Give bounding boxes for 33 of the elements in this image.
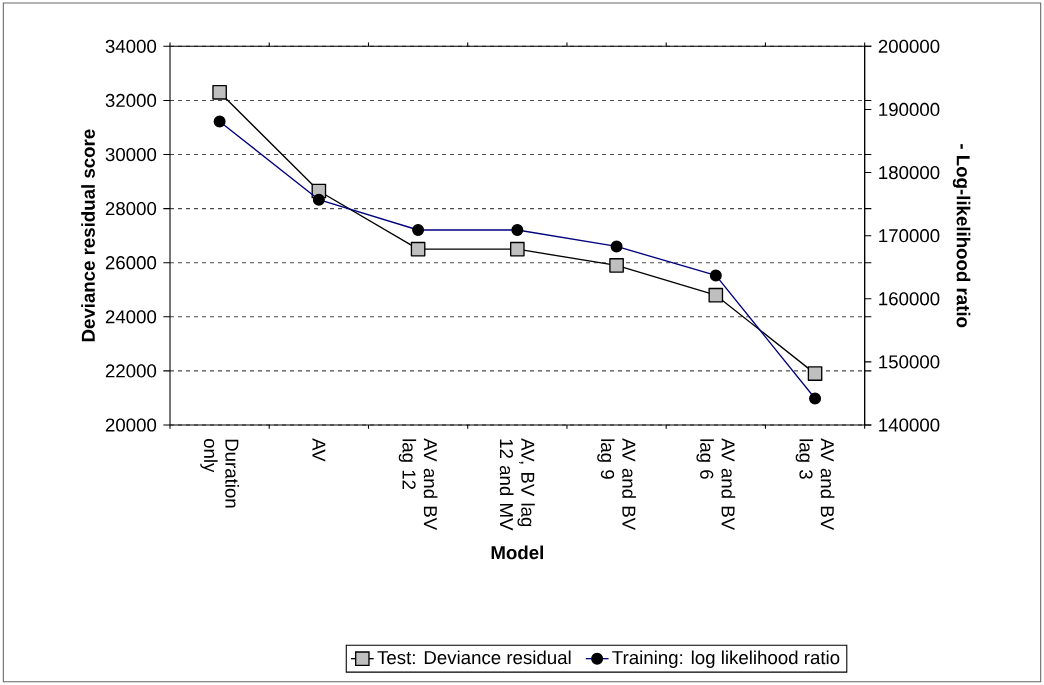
- x-tick-label: AV: [312, 438, 326, 462]
- y-axis-title: Deviance residual score: [81, 129, 95, 342]
- x-tick-label: AV and BV lag 3: [795, 438, 835, 531]
- y-tick-label: 20000: [105, 418, 157, 432]
- point: [510, 241, 525, 257]
- y2-tick-label: 200000: [878, 39, 940, 53]
- x-tick-label: Duration only: [200, 438, 239, 508]
- y2-tick-label: 180000: [879, 165, 940, 180]
- y2-tick-label: 190000: [879, 102, 940, 117]
- point: [807, 366, 823, 381]
- y-tick-label: 26000: [105, 256, 157, 270]
- y2-tick-label: 160000: [879, 292, 940, 306]
- x-axis-title: Model: [491, 545, 543, 560]
- legend-label: Test: Deviance residual: [377, 650, 571, 665]
- y2-tick-label: 140000: [879, 418, 940, 432]
- x-tick-label: AV, BV lag 12 and MV: [499, 438, 535, 531]
- x-tick-label: AV and BV lag 9: [597, 438, 636, 531]
- y2-tick-label: 150000: [879, 355, 940, 369]
- legend-label: Training: log likelihood ratio: [612, 650, 840, 668]
- y-tick-label: 28000: [105, 201, 157, 216]
- point: [212, 84, 227, 100]
- point: [410, 241, 426, 257]
- y-tick-label: 32000: [105, 93, 157, 108]
- y2-tick-label: 170000: [879, 229, 940, 243]
- point: [609, 258, 624, 273]
- point: [708, 287, 724, 303]
- y-tick-label: 30000: [105, 147, 157, 162]
- y-tick-label: 22000: [105, 364, 157, 378]
- y-tick-label: 24000: [105, 310, 157, 324]
- x-tick-label: AV and BV lag 6: [696, 438, 736, 531]
- y2-axis-title: - Log-likelihood ratio: [952, 144, 971, 328]
- x-tick-label: AV and BV lag 12: [398, 438, 438, 531]
- y-tick-label: 34000: [105, 39, 157, 53]
